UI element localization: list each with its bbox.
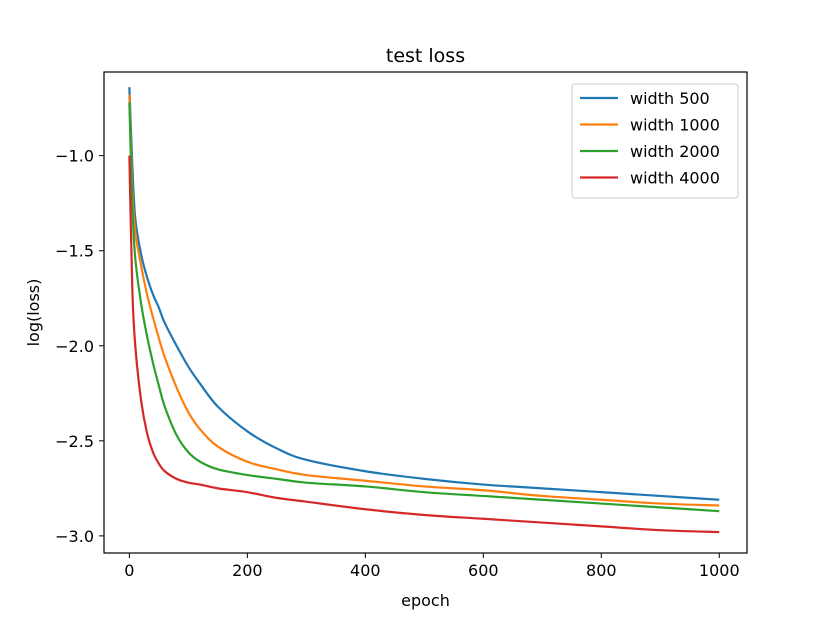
legend: width 500 width 1000 width 2000 width 4000 bbox=[571, 83, 739, 199]
x-tick-label: 0 bbox=[124, 561, 134, 580]
series-line-3 bbox=[128, 102, 720, 513]
x-tick-label: 800 bbox=[586, 561, 617, 580]
series-group bbox=[128, 87, 720, 534]
x-axis-title: epoch bbox=[401, 591, 450, 610]
chart-title: test loss bbox=[386, 45, 465, 67]
y-axis-title: log(loss) bbox=[24, 279, 43, 347]
y-tick-label: −3.0 bbox=[55, 527, 94, 546]
series-line-4 bbox=[128, 155, 720, 534]
x-tick-label: 400 bbox=[350, 561, 381, 580]
plot-frame bbox=[103, 71, 748, 554]
x-axis: 0 200 400 600 800 1000 bbox=[124, 553, 740, 580]
x-tick-label: 200 bbox=[232, 561, 263, 580]
series-line-2 bbox=[128, 94, 720, 507]
y-tick-label: −2.5 bbox=[55, 432, 94, 451]
y-tick-label: −1.0 bbox=[55, 147, 94, 166]
legend-label: width 1000 bbox=[630, 116, 720, 135]
y-tick-label: −1.5 bbox=[55, 242, 94, 261]
legend-box bbox=[571, 83, 739, 199]
y-axis: −1.0 −1.5 −2.0 −2.5 −3.0 bbox=[55, 147, 104, 546]
legend-label: width 500 bbox=[630, 89, 710, 108]
plot-area bbox=[103, 71, 748, 554]
y-tick-label: −2.0 bbox=[55, 337, 94, 356]
x-tick-label: 600 bbox=[468, 561, 499, 580]
series-line-1 bbox=[128, 87, 720, 501]
legend-label: width 4000 bbox=[630, 169, 720, 188]
x-tick-label: 1000 bbox=[699, 561, 740, 580]
legend-label: width 2000 bbox=[630, 142, 720, 161]
